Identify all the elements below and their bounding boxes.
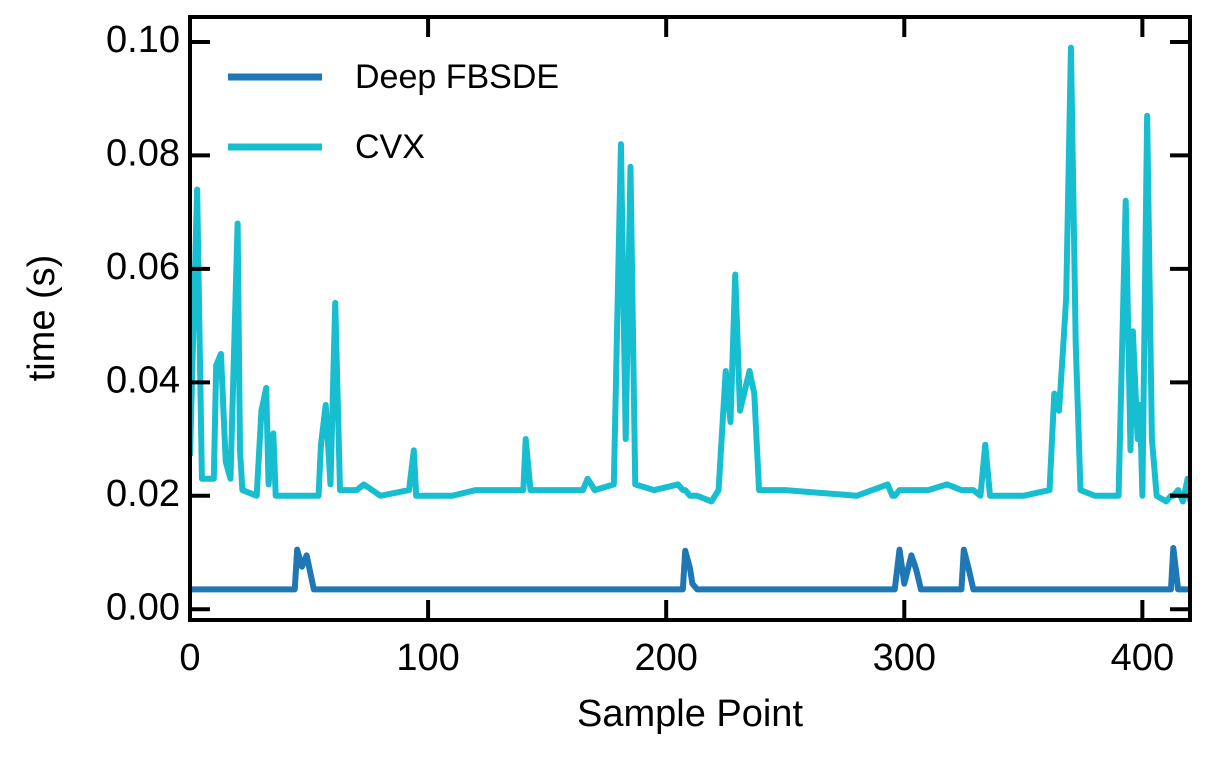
x-axis-label: Sample Point [577, 693, 803, 735]
y-tick-label: 0.08 [106, 132, 180, 174]
y-tick-label: 0.04 [106, 359, 180, 401]
series-line [190, 544, 1190, 593]
y-tick-label: 0.02 [106, 473, 180, 515]
legend-label: Deep FBSDE [355, 58, 559, 96]
x-tick-label: 100 [396, 637, 459, 679]
plot-frame [188, 15, 1192, 622]
y-tick-label: 0.10 [106, 19, 180, 61]
y-axis-label: time (s) [21, 255, 63, 382]
x-tick-label: 300 [873, 637, 936, 679]
y-tick-label: 0.06 [106, 246, 180, 288]
x-tick-label: 200 [634, 637, 697, 679]
x-tick-label: 0 [179, 637, 200, 679]
plot-lines [190, 44, 1190, 593]
legend-label: CVX [355, 128, 425, 166]
series-line [190, 44, 1190, 505]
y-tick-label: 0.00 [106, 586, 180, 628]
x-tick-label: 400 [1111, 637, 1174, 679]
